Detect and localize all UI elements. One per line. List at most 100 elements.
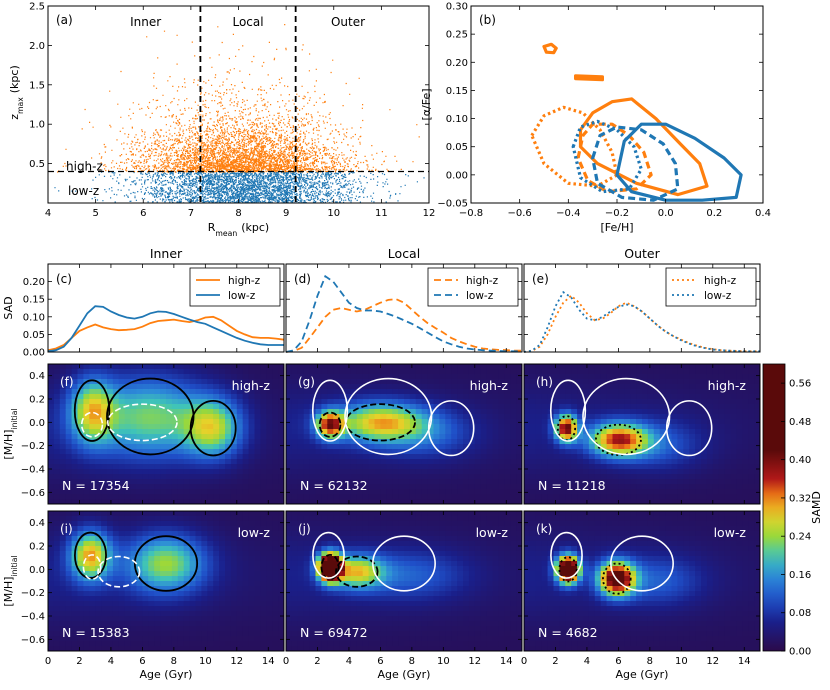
heatmap-cell bbox=[53, 536, 61, 542]
heatmap-cell bbox=[303, 464, 311, 470]
heatmap-cell bbox=[195, 556, 202, 562]
heatmap-cell bbox=[571, 474, 578, 480]
heatmap-cell bbox=[213, 394, 220, 400]
heatmap-cell bbox=[642, 424, 649, 430]
heatmap-cell bbox=[160, 571, 167, 577]
heatmap-cell bbox=[48, 581, 55, 587]
heatmap-cell bbox=[254, 479, 261, 485]
heatmap-cell bbox=[89, 631, 96, 637]
heatmap-cell bbox=[65, 571, 73, 577]
heatmap-cell bbox=[207, 394, 214, 400]
heatmap-cell bbox=[142, 591, 149, 597]
heatmap-cell bbox=[160, 449, 167, 455]
heatmap-cell bbox=[398, 414, 405, 420]
heatmap-cell bbox=[291, 536, 299, 542]
heatmap-cell bbox=[48, 641, 55, 647]
heatmap-cell bbox=[112, 474, 120, 480]
heatmap-cell bbox=[321, 384, 328, 390]
heatmap-cell bbox=[136, 459, 143, 465]
heatmap-cell bbox=[148, 459, 155, 465]
heatmap-cell bbox=[606, 444, 613, 450]
heatmap-cell bbox=[463, 449, 470, 455]
heatmap-cell bbox=[89, 531, 96, 537]
heatmap-cell bbox=[142, 556, 149, 562]
heatmap-cell bbox=[213, 546, 220, 552]
heatmap-cell bbox=[107, 379, 114, 385]
heatmap-cell bbox=[118, 449, 126, 455]
heatmap-cell bbox=[230, 546, 238, 552]
heatmap-cell bbox=[219, 601, 226, 607]
heatmap-cell bbox=[48, 616, 55, 622]
heatmap-cell bbox=[659, 479, 667, 485]
heatmap-cell bbox=[142, 546, 149, 552]
heatmap-cell bbox=[154, 469, 161, 475]
heatmap-cell bbox=[59, 606, 67, 612]
heatmap-cell bbox=[612, 469, 619, 475]
heatmap-cell bbox=[195, 399, 202, 405]
heatmap-cell bbox=[59, 531, 67, 537]
heatmap-cell bbox=[101, 621, 108, 627]
heatmap-cell bbox=[321, 439, 328, 445]
heatmap-cell bbox=[736, 474, 743, 480]
heatmap-cell bbox=[297, 621, 305, 627]
heatmap-cell bbox=[754, 489, 761, 495]
heatmap-cell bbox=[101, 606, 108, 612]
heatmap-cell bbox=[83, 551, 90, 557]
heatmap-cell bbox=[236, 409, 244, 415]
heatmap-cell bbox=[48, 474, 55, 480]
heatmap-cell bbox=[303, 536, 311, 542]
heatmap-cell bbox=[630, 379, 637, 385]
heatmap-cell bbox=[213, 631, 220, 637]
heatmap-cell bbox=[386, 399, 393, 405]
heatmap-cell bbox=[71, 531, 78, 537]
heatmap-cell bbox=[504, 394, 511, 400]
heatmap-cell bbox=[380, 439, 387, 445]
heatmap-cell bbox=[577, 399, 584, 405]
heatmap-cell bbox=[345, 494, 352, 500]
heatmap-cell bbox=[177, 556, 185, 562]
heatmap-cell bbox=[474, 454, 482, 460]
heatmap-cell bbox=[266, 601, 273, 607]
heatmap-cell bbox=[480, 434, 488, 440]
heatmap-cell bbox=[380, 479, 387, 485]
heatmap-cell bbox=[571, 364, 578, 370]
heatmap-cell bbox=[742, 454, 749, 460]
heatmap-cell bbox=[504, 414, 511, 420]
heatmap-cell bbox=[286, 631, 293, 637]
panel-e-frame bbox=[523, 263, 761, 353]
x-tick-label: 2 bbox=[76, 656, 82, 667]
heatmap-cell bbox=[439, 394, 446, 400]
heatmap-cell bbox=[166, 394, 173, 400]
y-axis-label: [M/H]initial bbox=[2, 555, 19, 606]
heatmap-cell bbox=[309, 494, 316, 500]
heatmap-cell bbox=[498, 429, 505, 435]
contour-high-z-local bbox=[576, 122, 653, 194]
heatmap-cell bbox=[445, 474, 452, 480]
heatmap-cell bbox=[653, 369, 661, 375]
heatmap-cell bbox=[183, 494, 191, 500]
heatmap-cells bbox=[48, 511, 285, 652]
heatmap-cell bbox=[236, 384, 244, 390]
y-tick-label: 0.20 bbox=[446, 58, 468, 69]
heatmap-cell bbox=[474, 374, 482, 380]
heatmap-cell bbox=[189, 429, 196, 435]
heatmap-cell bbox=[327, 389, 334, 395]
heatmap-cell bbox=[171, 369, 179, 375]
heatmap-cell bbox=[183, 576, 191, 582]
heatmap-cell bbox=[59, 439, 67, 445]
heatmap-cell bbox=[594, 449, 602, 455]
heatmap-cell bbox=[213, 621, 220, 627]
heatmap-cell bbox=[207, 541, 214, 547]
heatmap-cell bbox=[553, 479, 560, 485]
heatmap-cell bbox=[630, 439, 637, 445]
heatmap-cell bbox=[474, 394, 482, 400]
heatmap-cell bbox=[445, 494, 452, 500]
heatmap-cell bbox=[380, 424, 387, 430]
heatmap-cell bbox=[695, 449, 702, 455]
heatmap-cell bbox=[71, 374, 78, 380]
heatmap-cell bbox=[112, 484, 120, 490]
heatmap-cell bbox=[398, 419, 405, 425]
heatmap-cell bbox=[107, 484, 114, 490]
heatmap-cell bbox=[260, 379, 267, 385]
heatmap-cell bbox=[374, 424, 381, 430]
